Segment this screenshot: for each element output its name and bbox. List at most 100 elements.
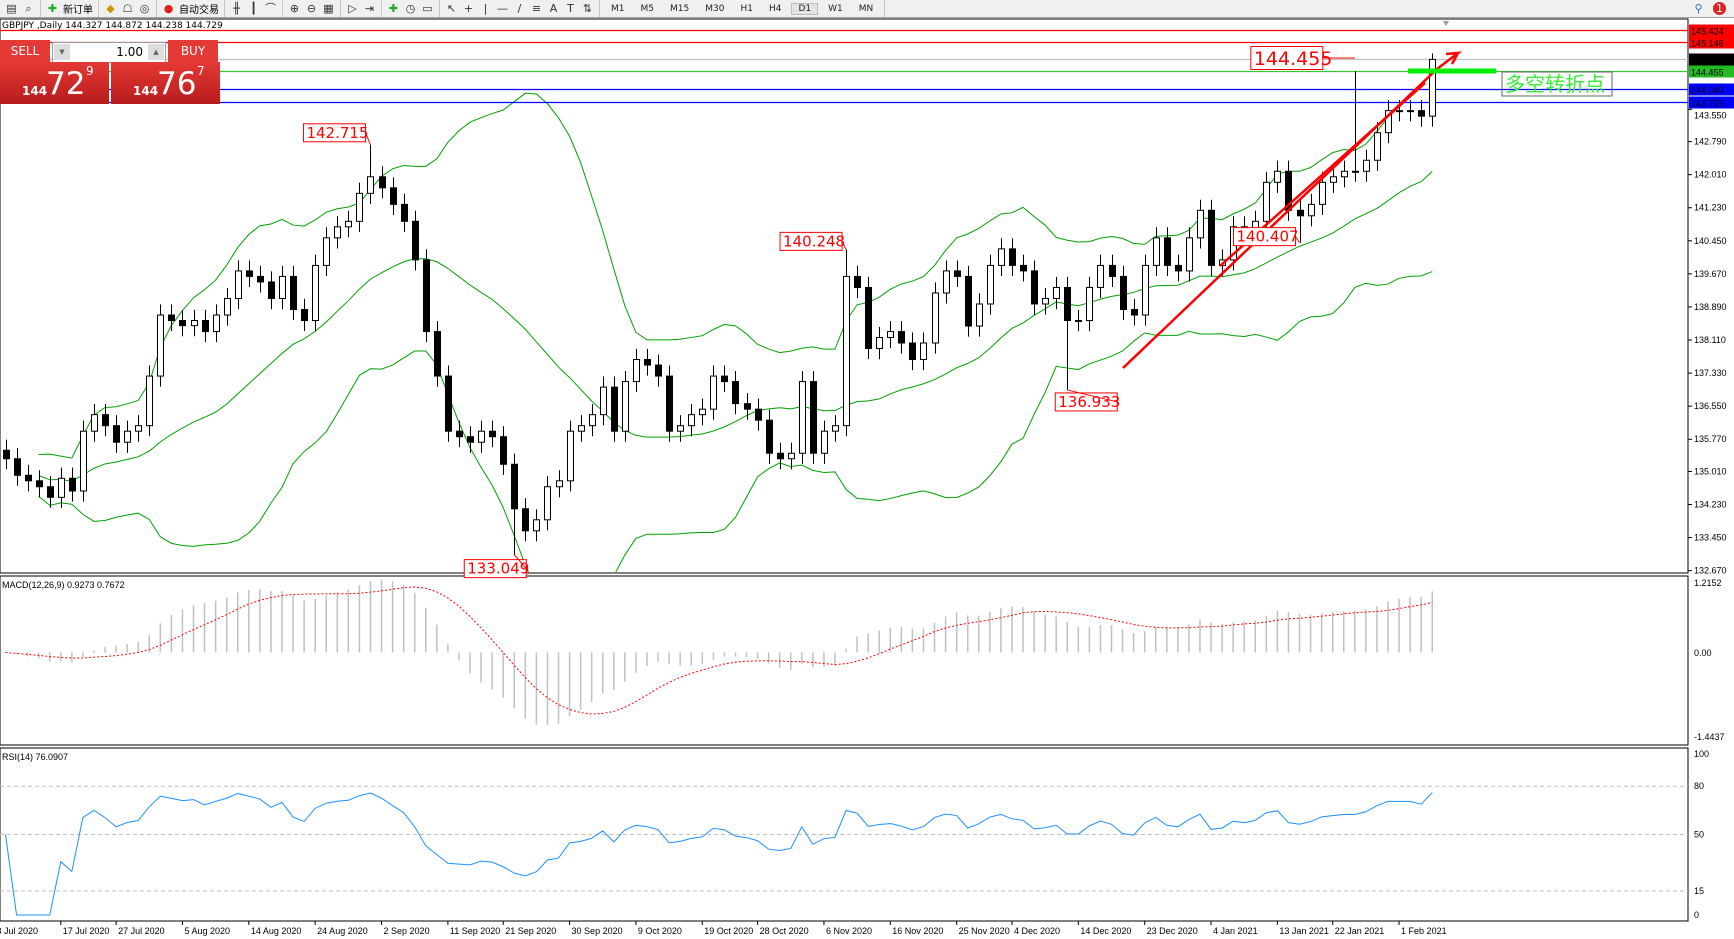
candle-bear	[390, 187, 397, 205]
text-label-icon[interactable]: T	[567, 2, 574, 15]
candle-bull	[943, 270, 950, 294]
new-order-button[interactable]: ✚ 新订单	[41, 0, 99, 17]
vertical-line-icon[interactable]: |	[483, 2, 488, 15]
price-annotation: 144.455	[1254, 48, 1333, 70]
indicators-icon[interactable]: ✚	[388, 2, 399, 15]
candle-bear	[257, 275, 264, 283]
timeframe-m1[interactable]: M1	[611, 3, 625, 14]
zoom-window-icon[interactable]: ⌕	[25, 2, 32, 15]
price-label: 145.146	[1691, 39, 1724, 49]
price-label-bg	[1689, 96, 1734, 109]
arrows-icon[interactable]: ⇅	[582, 2, 593, 15]
templates-icon[interactable]: ▭	[422, 2, 433, 15]
candle-bear	[401, 203, 408, 222]
rsi-axis-label: 50	[1694, 830, 1704, 840]
text-icon[interactable]: A	[549, 2, 558, 15]
bollinger-lower	[38, 271, 1433, 572]
line-chart-icon[interactable]: ⌒	[265, 2, 276, 15]
tile-windows-icon[interactable]: ▦	[323, 2, 334, 15]
periods-icon[interactable]: ◷	[405, 2, 416, 15]
candle-bull	[1352, 170, 1359, 173]
timeframe-w1[interactable]: W1	[828, 3, 843, 14]
candle-bear	[268, 281, 275, 299]
candle-bull	[235, 270, 242, 299]
market-icon[interactable]: ◎	[139, 2, 150, 15]
timeframe-d1[interactable]: D1	[791, 2, 819, 15]
sell-button[interactable]: SELL	[0, 40, 50, 62]
fibonacci-icon[interactable]: ≡	[531, 2, 542, 15]
price-tick-label: 135.770	[1694, 434, 1727, 444]
candle-bear	[456, 430, 463, 438]
timeframe-h4[interactable]: H4	[768, 3, 782, 14]
zoom-out-icon[interactable]: ⊖	[306, 2, 317, 15]
candle-bear	[644, 359, 651, 366]
lot-increase-icon[interactable]: ▲	[148, 44, 164, 60]
crosshair-icon[interactable]: +	[463, 2, 474, 15]
price-tick-label: 136.550	[1694, 401, 1727, 411]
candle-bull	[987, 264, 994, 305]
trendline-icon[interactable]: /	[517, 2, 522, 15]
date-label: 14 Dec 2020	[1080, 926, 1131, 936]
candlestick-icon[interactable]: ┃	[250, 2, 257, 15]
timeframe-mn[interactable]: MN	[858, 3, 874, 14]
candle-bull	[1075, 320, 1082, 323]
timeframe-m15[interactable]: M15	[670, 3, 690, 14]
candle-bear	[69, 477, 76, 492]
date-label: 4 Dec 2020	[1014, 926, 1060, 936]
macd-pane	[0, 575, 1689, 746]
timeframe-m5[interactable]: M5	[640, 3, 655, 14]
macd-axis-label: 1.2152	[1694, 578, 1722, 588]
price-tick-label: 138.890	[1694, 302, 1727, 312]
candle-bull	[279, 275, 286, 299]
price-tick-label: 141.230	[1694, 203, 1727, 213]
candle-bull	[1363, 159, 1370, 172]
notification-icon[interactable]: 1	[1713, 2, 1726, 15]
candle-bull	[1274, 170, 1281, 183]
date-label: 13 Jan 2021	[1279, 926, 1329, 936]
bar-chart-icon[interactable]: ╫	[233, 2, 240, 15]
candle-bull	[976, 303, 983, 327]
metaeditor-icon[interactable]: ◆	[106, 2, 115, 15]
candle-bear	[202, 320, 209, 333]
lot-decrease-icon[interactable]: ▼	[54, 44, 70, 60]
timeframe-h1[interactable]: H1	[740, 3, 753, 14]
cursor-icon[interactable]: ↖	[446, 2, 457, 15]
chart-shift-icon[interactable]: ⇥	[364, 2, 375, 15]
zoom-in-icon[interactable]: ⊕	[289, 2, 300, 15]
date-label: 24 Aug 2020	[317, 926, 368, 936]
price-tick-label: 143.550	[1694, 111, 1727, 121]
signals-icon[interactable]: ☖	[122, 2, 133, 15]
candle-bull	[799, 381, 806, 454]
candle-bull	[699, 408, 706, 416]
horizontal-line-icon[interactable]: —	[497, 2, 508, 15]
candle-bull	[1197, 209, 1204, 239]
date-label: 14 Aug 2020	[251, 926, 302, 936]
buy-price[interactable]: 144 76 7	[111, 62, 220, 104]
date-label: 2 Sep 2020	[384, 926, 430, 936]
arrow-icon	[1436, 51, 1463, 70]
sell-price[interactable]: 144 72 9	[0, 62, 109, 104]
candle-bear	[1120, 275, 1127, 311]
candle-bear	[434, 331, 441, 377]
macd-axis-label: -1.4437	[1694, 732, 1725, 742]
auto-trading-button[interactable]: ● 自动交易	[157, 0, 225, 17]
candle-bull	[1097, 264, 1104, 288]
candle-bull	[146, 375, 153, 427]
buy-button[interactable]: BUY	[168, 40, 218, 62]
candle-bull	[920, 342, 927, 361]
candle-bull	[1396, 110, 1403, 113]
search-icon[interactable]: ⚲	[1694, 2, 1703, 15]
candle-bear	[777, 452, 784, 460]
autoscroll-icon[interactable]: ▷	[348, 2, 357, 15]
lot-size-input[interactable]: ▼ 1.00 ▲	[52, 42, 166, 63]
main-pane	[0, 18, 1689, 574]
date-label: 9 Oct 2020	[638, 926, 682, 936]
document-icon[interactable]: ▤	[6, 2, 17, 15]
rsi-line	[5, 792, 1433, 916]
price-tick-label: 138.110	[1694, 335, 1726, 345]
timeframe-m30[interactable]: M30	[705, 3, 725, 14]
candle-bull	[544, 486, 551, 521]
candle-bear	[721, 375, 728, 383]
price-tick-label: 134.230	[1694, 500, 1727, 510]
